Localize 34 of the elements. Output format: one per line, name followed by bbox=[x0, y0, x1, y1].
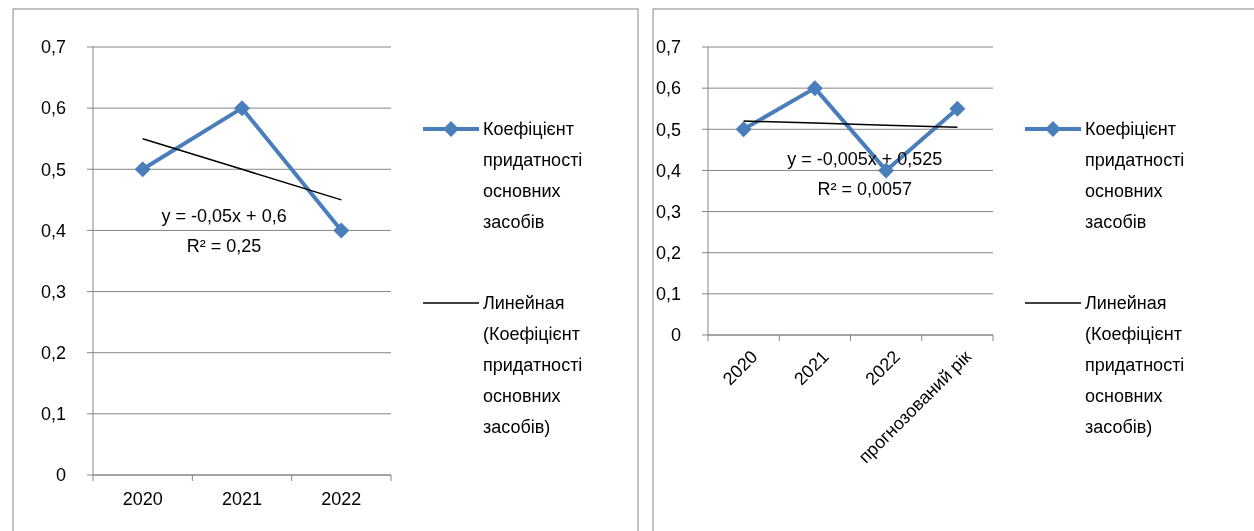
y-tick-label: 0,3 bbox=[655, 201, 681, 222]
y-tick-label: 0,7 bbox=[40, 37, 66, 58]
y-tick-label: 0,2 bbox=[40, 343, 66, 364]
point bbox=[735, 121, 752, 138]
y-tick-label: 0,1 bbox=[655, 284, 681, 305]
y-tick-label: 0,4 bbox=[40, 220, 66, 241]
legend-label: Коефіцієнт придатності основних засобів bbox=[1085, 119, 1185, 232]
annotation: R² = 0,0057 bbox=[817, 179, 913, 200]
x-tick-label: 2021 bbox=[221, 489, 263, 509]
legend-label: Коефіцієнт придатності основних засобів bbox=[483, 119, 583, 232]
annotation: y = -0,05x + 0,6 bbox=[161, 206, 287, 227]
y-tick-label: 0,7 bbox=[655, 37, 681, 58]
x-tick-label: 2020 bbox=[122, 489, 163, 509]
legend-label: Линейная (Коефіцієнт придатності основних засобів) bbox=[1085, 293, 1185, 437]
annotation: y = -0,005x + 0,525 bbox=[787, 149, 943, 170]
y-tick-label: 0,3 bbox=[40, 281, 66, 302]
y-tick-label: 0,4 bbox=[655, 160, 681, 181]
y-tick-label: 0 bbox=[670, 325, 681, 346]
point bbox=[234, 100, 250, 117]
point bbox=[333, 222, 350, 239]
point bbox=[134, 161, 151, 178]
y-tick-label: 0,1 bbox=[40, 404, 66, 425]
legend-label: Линейная (Коефіцієнт придатності основних засобів) bbox=[483, 293, 583, 437]
y-tick-label: 0,5 bbox=[655, 119, 681, 140]
y-tick-label: 0,6 bbox=[40, 98, 66, 119]
point bbox=[949, 100, 966, 117]
point bbox=[878, 162, 895, 179]
point bbox=[806, 80, 823, 97]
y-tick-label: 0,2 bbox=[655, 243, 681, 264]
x-tick-label: 2022 bbox=[321, 489, 362, 509]
y-tick-label: 0,5 bbox=[40, 159, 66, 180]
y-tick-label: 0 bbox=[55, 465, 66, 486]
annotation: R² = 0,25 bbox=[186, 236, 262, 257]
y-tick-label: 0,6 bbox=[655, 78, 681, 99]
